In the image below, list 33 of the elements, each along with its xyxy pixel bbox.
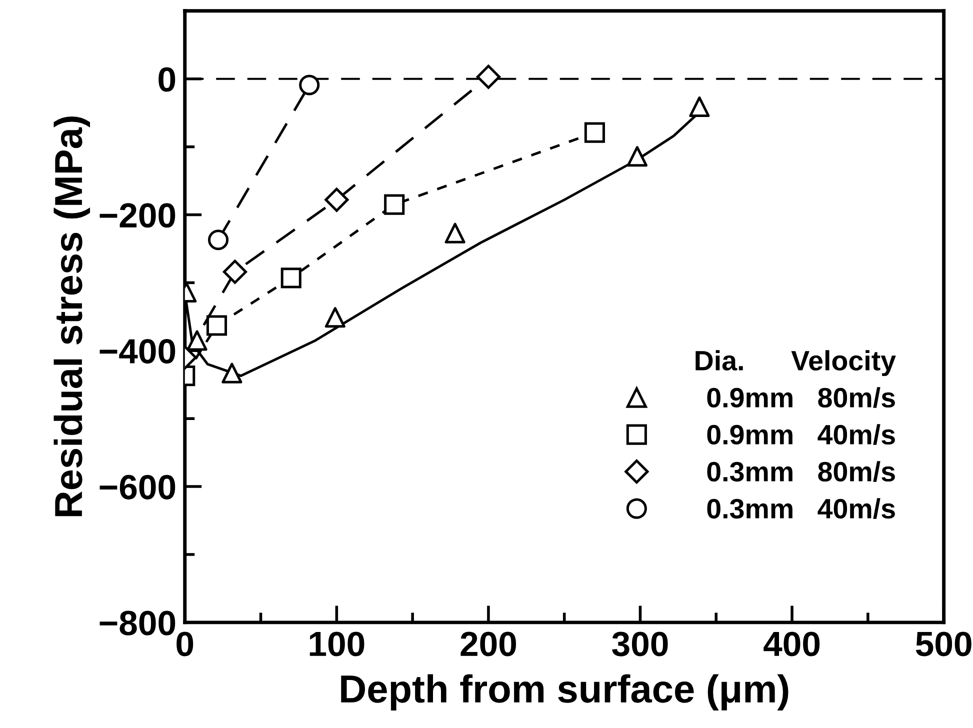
y-tick-label: 0 [158,67,176,92]
x-tick-label: 100 [310,632,364,656]
point [324,307,346,328]
point [206,315,228,336]
y-tick-label: −800 [100,610,176,636]
point [626,146,648,167]
y-tick-label: −400 [100,338,176,364]
point [222,362,242,384]
point [280,268,302,288]
point [324,188,349,212]
legend-label: 0.3mm 80m/s [707,461,895,482]
x-axis-title: Depth from surface (μm) [341,674,788,711]
y-tick-label: −200 [100,203,176,228]
point [299,74,320,96]
x-tick-label: 200 [460,632,516,656]
point [222,260,248,284]
x-tick-label: 500 [916,632,972,656]
x-tick-label: 400 [764,632,820,656]
point [444,222,466,244]
point [689,96,710,118]
y-tick-label: −600 [100,474,176,500]
legend-label: 0.9mm 40m/s [707,424,895,445]
x-tick-label: 300 [612,632,668,656]
legend-label: 0.3mm 40m/s [707,498,895,519]
point [476,64,500,89]
point [584,122,605,143]
point [208,230,229,250]
point [384,194,405,215]
point [186,330,208,351]
x-tick-label: 0 [176,632,194,656]
legend-label: 0.9mm 80m/s [707,387,895,408]
y-axis-title: Residual stress (MPa) [54,116,90,516]
legend-title: Dia. Velocity [696,350,896,376]
